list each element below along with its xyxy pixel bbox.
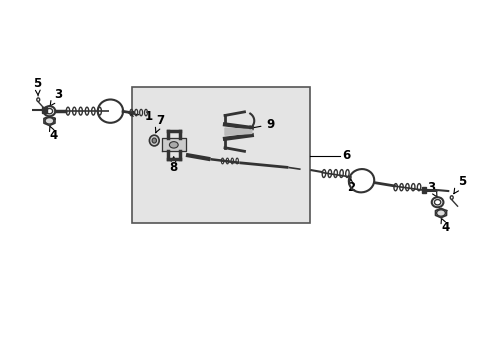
Ellipse shape [169,141,178,148]
Bar [42,107,47,113]
Text: 9: 9 [245,118,274,131]
Polygon shape [224,128,251,135]
Text: 7: 7 [155,114,164,133]
Text: 3: 3 [50,87,62,106]
Ellipse shape [152,138,156,143]
Bar [161,138,185,151]
Text: 1: 1 [129,110,152,123]
Text: 5: 5 [33,77,41,96]
Text: 4: 4 [440,218,448,234]
Text: 6: 6 [341,149,349,162]
Polygon shape [44,116,55,126]
Polygon shape [435,208,446,218]
Bar [132,87,310,223]
Text: 4: 4 [49,126,58,142]
Ellipse shape [149,135,159,146]
Text: 3: 3 [427,181,436,197]
Text: 2: 2 [346,178,354,194]
Bar [421,187,426,193]
Text: 8: 8 [168,157,177,174]
Text: 5: 5 [453,175,465,194]
